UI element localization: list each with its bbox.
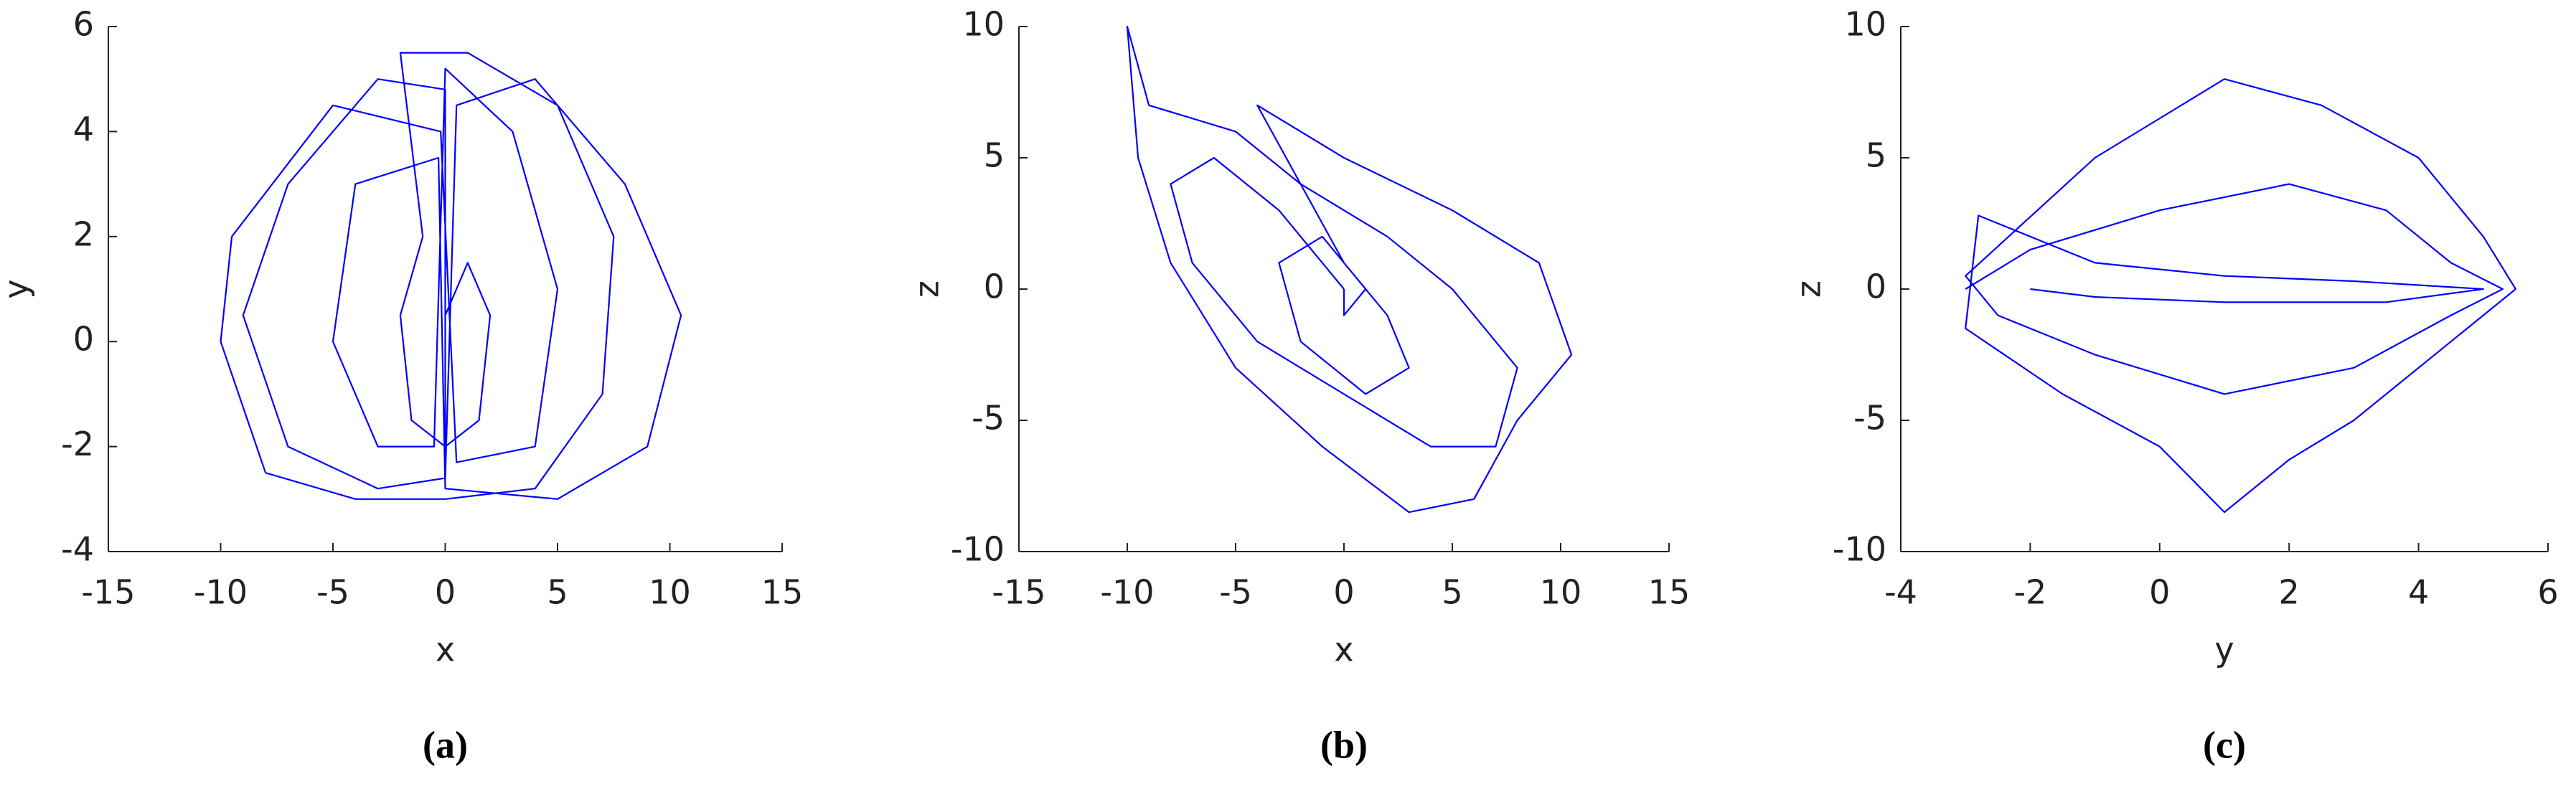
x-axis-label: x — [1334, 630, 1353, 669]
y-tick-label: 0 — [73, 320, 94, 359]
y-axis-label: y — [0, 279, 36, 298]
y-tick-label: 0 — [1866, 268, 1886, 306]
x-tick-label: -10 — [194, 573, 248, 612]
x-tick-label: 5 — [547, 573, 568, 612]
panel-caption: (a) — [423, 723, 468, 766]
x-tick-label: 4 — [2408, 573, 2429, 612]
y-tick-label: 5 — [984, 136, 1005, 175]
x-tick-label: 15 — [761, 573, 804, 612]
x-tick-label: 0 — [1333, 573, 1354, 612]
y-tick-label: -5 — [1853, 399, 1886, 438]
y-axis-label: z — [908, 280, 946, 298]
y-tick-label: -2 — [61, 425, 94, 463]
y-tick-label: 2 — [73, 214, 94, 253]
panel-caption: (c) — [2203, 723, 2246, 766]
x-tick-label: -10 — [1100, 573, 1154, 612]
x-tick-label: -5 — [1219, 573, 1252, 612]
y-tick-label: 10 — [1844, 5, 1886, 44]
y-tick-label: 10 — [962, 5, 1005, 44]
y-tick-label: -10 — [1833, 530, 1886, 569]
y-tick-label: -10 — [951, 530, 1005, 569]
x-tick-label: -4 — [1884, 573, 1917, 612]
y-tick-label: -5 — [972, 399, 1005, 438]
trajectory — [220, 52, 682, 500]
x-tick-label: 0 — [435, 573, 456, 612]
y-tick-label: 4 — [73, 110, 94, 148]
panel-caption: (b) — [1320, 723, 1368, 766]
x-tick-label: 6 — [2537, 573, 2558, 612]
x-tick-label: 10 — [1540, 573, 1582, 612]
trajectory — [1126, 25, 1573, 514]
y-tick-label: 0 — [984, 268, 1005, 306]
x-axis-label: y — [2214, 630, 2234, 669]
x-tick-label: -15 — [81, 573, 135, 612]
x-axis-label: x — [436, 630, 455, 669]
x-tick-label: -15 — [992, 573, 1045, 612]
y-tick-label: 5 — [1866, 136, 1886, 175]
x-tick-label: 5 — [1442, 573, 1462, 612]
x-tick-label: -5 — [316, 573, 349, 612]
y-tick-label: 6 — [73, 5, 94, 44]
x-tick-label: 2 — [2279, 573, 2300, 612]
y-tick-label: -4 — [61, 530, 94, 569]
trajectory — [1965, 78, 2516, 514]
x-tick-label: -2 — [2013, 573, 2046, 612]
y-axis-label: z — [1790, 280, 1828, 298]
x-tick-label: 0 — [2149, 573, 2170, 612]
x-tick-label: 15 — [1648, 573, 1691, 612]
x-tick-label: 10 — [649, 573, 691, 612]
